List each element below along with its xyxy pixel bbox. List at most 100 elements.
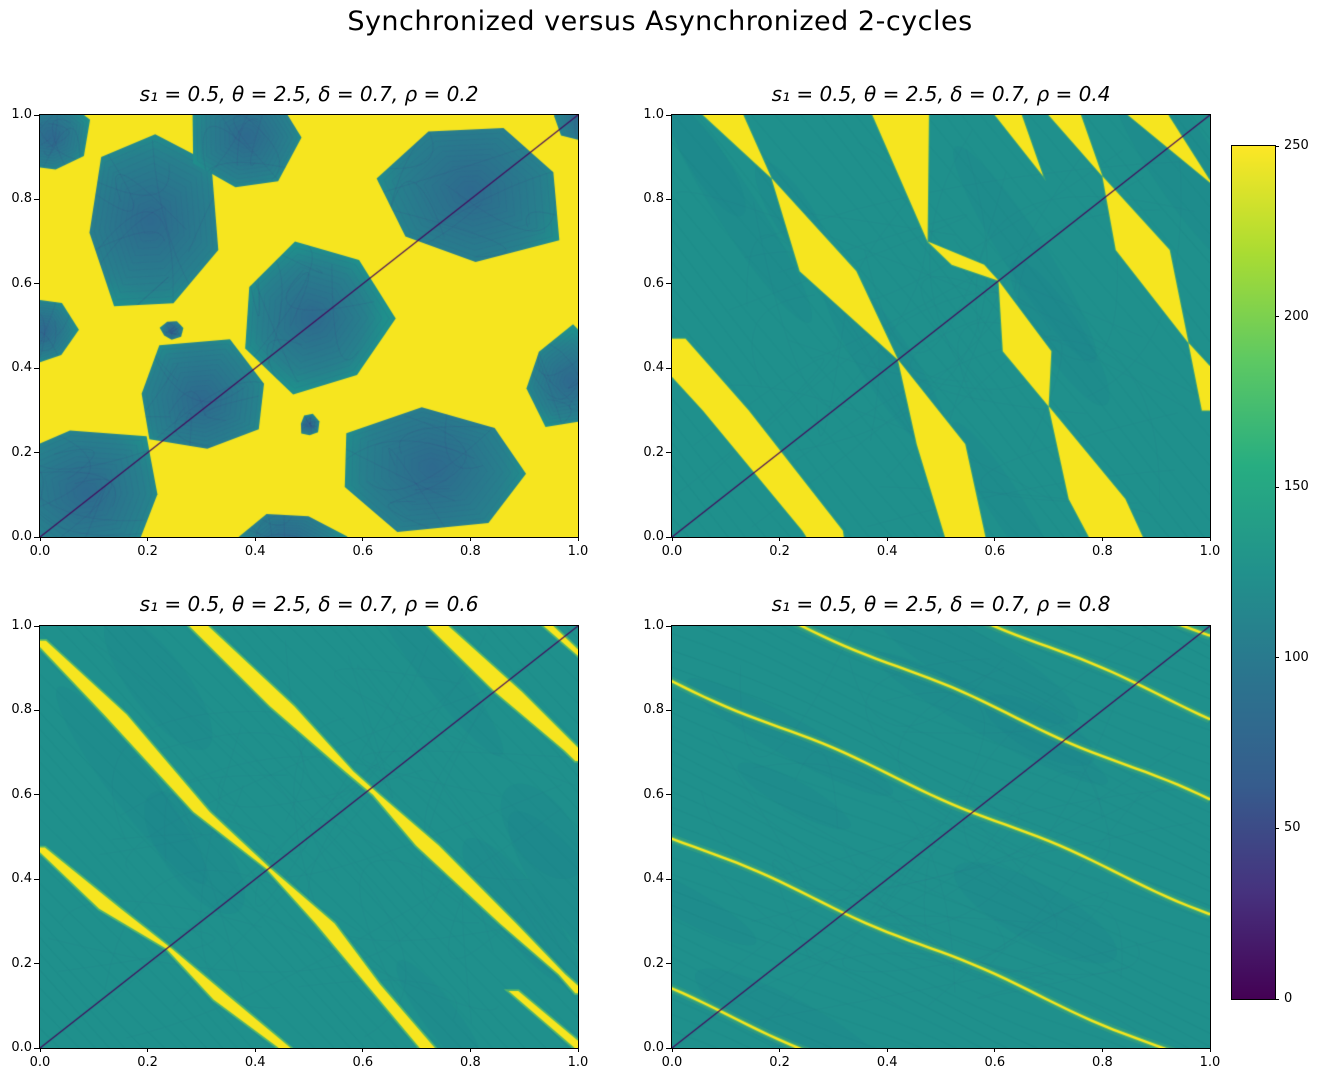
y-tick-label: 0.8	[643, 191, 664, 207]
y-axis-tick	[34, 794, 39, 796]
x-tick-label: 0.6	[352, 544, 374, 559]
x-axis-tick	[994, 537, 996, 541]
colorbar-tick-label: 150	[1284, 479, 1309, 495]
y-tick-label: 0.8	[643, 702, 664, 718]
heatmap-canvas	[672, 115, 1210, 537]
y-axis-tick	[666, 878, 671, 880]
heatmap-panel-rho-0.2: 0.0 0.2 0.4 0.6 0.8 1.0 0.0 0.2 0.4 0.6 0.8 1.0	[11, 107, 588, 559]
x-tick-label: 0.2	[769, 544, 790, 559]
y-tick-label: 0.6	[11, 786, 32, 802]
x-axis-tick	[577, 537, 579, 541]
x-tick-label: 0.4	[244, 1055, 266, 1070]
y-axis-tick	[34, 452, 39, 454]
y-tick-label: 1.0	[11, 618, 32, 633]
y-tick-label: 0.6	[643, 786, 664, 802]
y-axis-tick	[666, 794, 671, 796]
y-axis-tick	[34, 198, 39, 200]
y-axis-tick	[34, 367, 39, 369]
x-tick-label: 0.4	[876, 1055, 898, 1070]
y-axis-tick	[666, 1047, 671, 1049]
x-axis-tick	[147, 537, 149, 541]
y-axis-tick	[666, 367, 671, 369]
x-axis-tick	[362, 1048, 364, 1052]
colorbar-tick	[1275, 657, 1279, 659]
y-axis-tick	[666, 963, 671, 965]
y-tick-label: 0.2	[643, 444, 664, 460]
x-tick-label: 0.2	[137, 544, 158, 559]
colorbar-tick-label: 200	[1284, 308, 1309, 324]
heatmap-panel-rho-0.6: 0.0 0.2 0.4 0.6 0.8 1.0 0.0 0.2 0.4 0.6 0.8 1.0	[11, 618, 588, 1070]
y-tick-label: 1.0	[643, 107, 664, 122]
y-axis-tick	[666, 198, 671, 200]
colorbar-tick	[1275, 486, 1279, 488]
x-axis-tick	[39, 1048, 41, 1052]
y-tick-label: 0.4	[643, 360, 664, 376]
x-tick-label: 0.8	[460, 544, 481, 559]
y-axis-tick	[34, 709, 39, 711]
heatmap-canvas	[40, 626, 578, 1048]
subplot-title-rho-0.4: s₁ = 0.5, θ = 2.5, δ = 0.7, ρ = 0.4	[771, 82, 1111, 106]
x-axis-tick	[1209, 537, 1211, 541]
y-tick-label: 0.4	[11, 360, 32, 376]
x-tick-label: 0.6	[984, 544, 1006, 559]
x-tick-label: 0.4	[876, 544, 898, 559]
y-axis-tick	[34, 283, 39, 285]
x-tick-label: 0.8	[1092, 544, 1113, 559]
colorbar-tick-label: 250	[1284, 138, 1309, 153]
x-axis-tick	[779, 1048, 781, 1052]
y-axis-tick	[34, 536, 39, 538]
x-tick-label: 0.2	[769, 1055, 790, 1070]
y-tick-label: 0.2	[643, 955, 664, 971]
y-axis-tick	[34, 878, 39, 880]
y-tick-label: 1.0	[643, 618, 664, 633]
x-tick-label: 0.8	[460, 1055, 481, 1070]
y-tick-label: 0.0	[643, 529, 664, 544]
heatmap-canvas	[672, 626, 1210, 1048]
x-tick-label: 0.6	[352, 1055, 374, 1070]
y-tick-label: 0.4	[11, 871, 32, 887]
x-axis-tick	[671, 1048, 673, 1052]
y-axis-tick	[666, 709, 671, 711]
heatmap-panel-rho-0.8: 0.0 0.2 0.4 0.6 0.8 1.0 0.0 0.2 0.4 0.6 0.8 1.0	[643, 618, 1220, 1070]
y-tick-label: 0.0	[11, 529, 32, 544]
x-axis-tick	[39, 537, 41, 541]
x-axis-tick	[362, 537, 364, 541]
x-tick-label: 0.2	[137, 1055, 158, 1070]
y-tick-label: 0.4	[643, 871, 664, 887]
x-tick-label: 0.4	[244, 544, 266, 559]
y-axis-tick	[34, 625, 39, 627]
heatmap-panel-rho-0.4: 0.0 0.2 0.4 0.6 0.8 1.0 0.0 0.2 0.4 0.6 0.8 1.0	[643, 107, 1220, 559]
x-tick-label: 0.6	[984, 1055, 1006, 1070]
x-tick-label: 0.0	[29, 544, 51, 559]
x-axis-tick	[254, 537, 256, 541]
colorbar-tick	[1275, 827, 1279, 829]
y-tick-label: 0.0	[11, 1040, 32, 1055]
heatmap-canvas	[40, 115, 578, 537]
subplot-title-rho-0.2: s₁ = 0.5, θ = 2.5, δ = 0.7, ρ = 0.2	[139, 82, 479, 106]
y-tick-label: 0.6	[11, 275, 32, 291]
colorbar-tick	[1275, 145, 1279, 147]
colorbar-tick-label: 100	[1284, 649, 1309, 665]
colorbar-tick-label: 50	[1284, 820, 1301, 836]
y-axis-tick	[34, 1047, 39, 1049]
y-axis-tick	[666, 452, 671, 454]
x-axis-tick	[469, 537, 471, 541]
x-axis-tick	[1101, 537, 1103, 541]
x-axis-tick	[671, 537, 673, 541]
y-axis-tick	[34, 963, 39, 965]
x-axis-tick	[779, 537, 781, 541]
y-tick-label: 0.2	[11, 444, 32, 460]
x-tick-label: 0.0	[661, 544, 683, 559]
x-axis-tick	[1101, 1048, 1103, 1052]
y-axis-tick	[666, 625, 671, 627]
y-axis-tick	[666, 536, 671, 538]
y-tick-label: 0.6	[643, 275, 664, 291]
colorbar: 0 50 100 150 200 250	[1231, 138, 1309, 1006]
y-axis-tick	[666, 114, 671, 116]
y-axis-tick	[666, 283, 671, 285]
x-axis-tick	[577, 1048, 579, 1052]
x-axis-tick	[886, 1048, 888, 1052]
x-tick-label: 0.8	[1092, 1055, 1113, 1070]
x-tick-label: 1.0	[1199, 544, 1221, 559]
